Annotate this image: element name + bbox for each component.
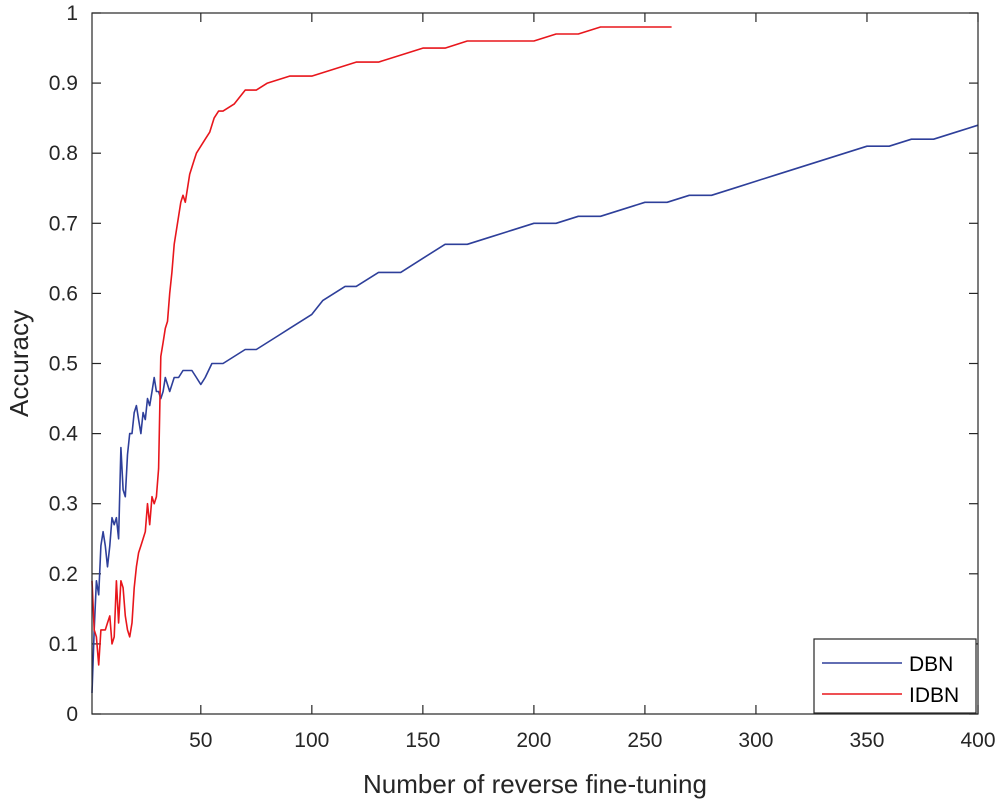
y-tick-label: 0.4 bbox=[49, 423, 79, 446]
x-tick-label: 400 bbox=[960, 729, 995, 752]
x-tick-label: 200 bbox=[516, 729, 551, 752]
x-tick-label: 100 bbox=[294, 729, 329, 752]
legend-label-idbn: IDBN bbox=[909, 684, 959, 707]
y-tick-label: 0.2 bbox=[49, 563, 78, 586]
plot-frame bbox=[91, 12, 979, 715]
x-tick-label: 50 bbox=[189, 729, 212, 752]
legend-label-dbn: DBN bbox=[909, 653, 953, 676]
series-line-idbn bbox=[91, 26, 672, 666]
x-tick-label: 300 bbox=[738, 729, 773, 752]
y-tick-label: 0.5 bbox=[49, 353, 78, 376]
y-tick-label: 0.3 bbox=[49, 493, 78, 516]
y-tick-label: 0.7 bbox=[49, 212, 78, 235]
series-line-dbn bbox=[91, 124, 979, 694]
legend-box bbox=[813, 638, 977, 714]
x-tick-label: 250 bbox=[627, 729, 662, 752]
x-axis-label: Number of reverse fine-tuning bbox=[363, 769, 707, 799]
y-tick-label: 0.8 bbox=[49, 142, 78, 165]
x-tick-label: 350 bbox=[849, 729, 884, 752]
y-tick-label: 0.6 bbox=[49, 282, 78, 305]
y-tick-label: 0.1 bbox=[49, 633, 78, 656]
x-tick-label: 150 bbox=[405, 729, 440, 752]
y-tick-label: 1 bbox=[66, 2, 78, 25]
y-axis-label: Accuracy bbox=[4, 310, 34, 417]
legend: DBN IDBN bbox=[813, 638, 977, 714]
series-lines bbox=[91, 26, 979, 694]
y-tick-label: 0 bbox=[66, 703, 78, 726]
y-tick-label: 0.9 bbox=[49, 72, 78, 95]
